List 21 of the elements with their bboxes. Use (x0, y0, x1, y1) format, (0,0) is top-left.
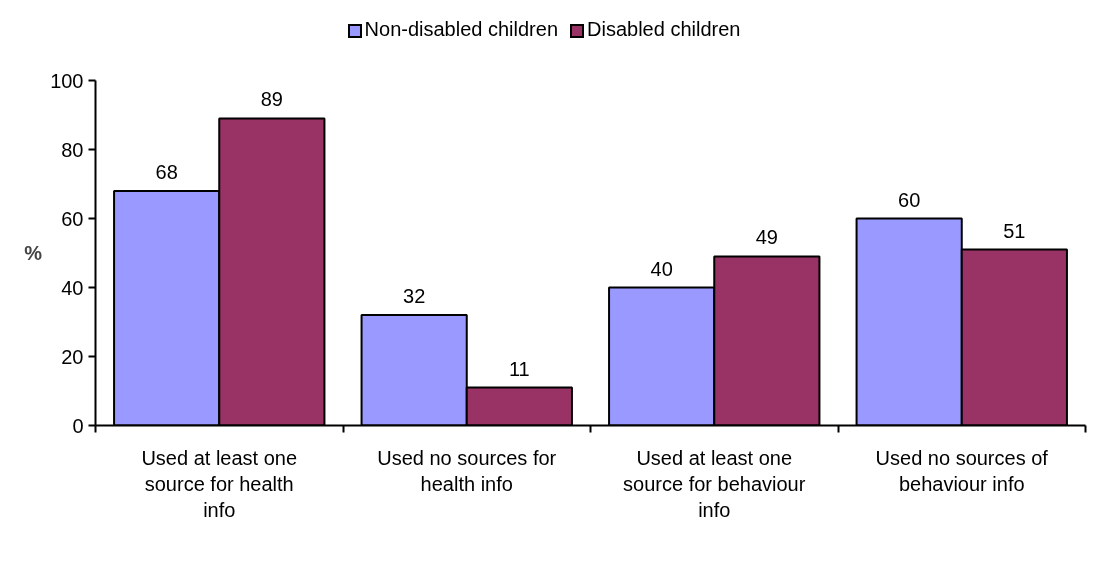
x-tick-label: Used at least one source for behaviour info (623, 446, 806, 522)
y-tick-label: 80 (61, 138, 84, 161)
data-label: 32 (403, 285, 426, 308)
data-label: 51 (1003, 219, 1026, 242)
y-tick-label: 20 (61, 345, 84, 368)
x-tick-label: Used no sources of behaviour info (875, 446, 1049, 495)
data-label: 49 (755, 226, 778, 249)
y-tick-label: 60 (61, 207, 84, 230)
data-label: 11 (508, 357, 530, 380)
legend-label: Non-disabled children (364, 18, 559, 40)
data-label: 40 (650, 257, 673, 280)
data-label: 60 (898, 188, 921, 211)
x-tick-label: Used at least one source for health info (141, 446, 298, 522)
data-label: 68 (155, 160, 178, 183)
y-tick-label: 40 (61, 276, 84, 299)
y-axis-title: % (24, 242, 43, 264)
y-tick-label: 100 (50, 69, 84, 92)
legend-label: Disabled children (587, 18, 741, 40)
data-label: 89 (260, 88, 283, 111)
y-tick-label: 0 (72, 414, 84, 437)
x-tick-label: Used no sources for health info (377, 446, 557, 495)
